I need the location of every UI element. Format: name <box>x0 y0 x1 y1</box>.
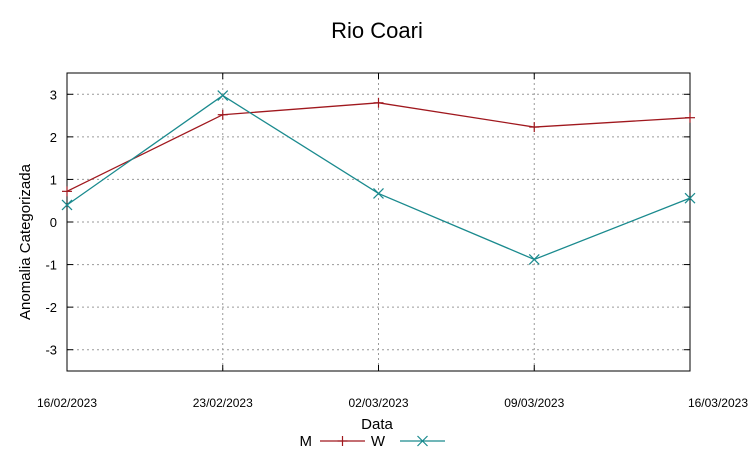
series-w <box>61 90 696 265</box>
x-tick-label: 02/03/2023 <box>348 396 408 410</box>
data-point <box>529 122 540 133</box>
y-tick-label: 1 <box>50 172 57 187</box>
data-point <box>62 186 72 197</box>
x-axis-label: Data <box>361 416 393 433</box>
x-tick-label: 23/02/2023 <box>193 396 253 410</box>
y-tick-label: -1 <box>45 258 57 273</box>
data-point <box>373 188 384 199</box>
data-point <box>61 199 73 211</box>
legend-label: W <box>371 433 386 450</box>
legend-item-w: W <box>371 433 445 450</box>
data-point <box>685 112 695 123</box>
data-point <box>684 192 696 204</box>
y-tick-label: 0 <box>50 215 57 230</box>
legend-item-m: M <box>300 433 365 450</box>
x-tick-label: 16/02/2023 <box>37 396 97 410</box>
y-axis-label: Anomalia Categorizada <box>17 163 34 320</box>
data-point <box>528 254 540 265</box>
legend-marker <box>417 435 428 447</box>
axis-ticks: 3 2 1 0 -1 -2 -3 16/02/2023 23/02/2023 02/03/2023… <box>37 73 748 410</box>
series-m <box>62 97 695 197</box>
grid-lines <box>67 73 690 371</box>
data-point <box>217 109 228 120</box>
x-tick-label: 16/03/2023 <box>688 396 748 410</box>
legend-marker <box>337 436 348 446</box>
data-point <box>217 90 229 101</box>
y-tick-label: -3 <box>45 343 57 358</box>
legend-label: M <box>300 433 313 450</box>
x-tick-label: 09/03/2023 <box>504 396 564 410</box>
chart-title: Rio Coari <box>331 18 423 43</box>
series-lines <box>61 90 696 265</box>
data-point <box>373 97 384 108</box>
y-tick-label: -2 <box>45 300 57 315</box>
y-tick-label: 2 <box>50 130 57 145</box>
y-tick-label: 3 <box>50 87 57 102</box>
